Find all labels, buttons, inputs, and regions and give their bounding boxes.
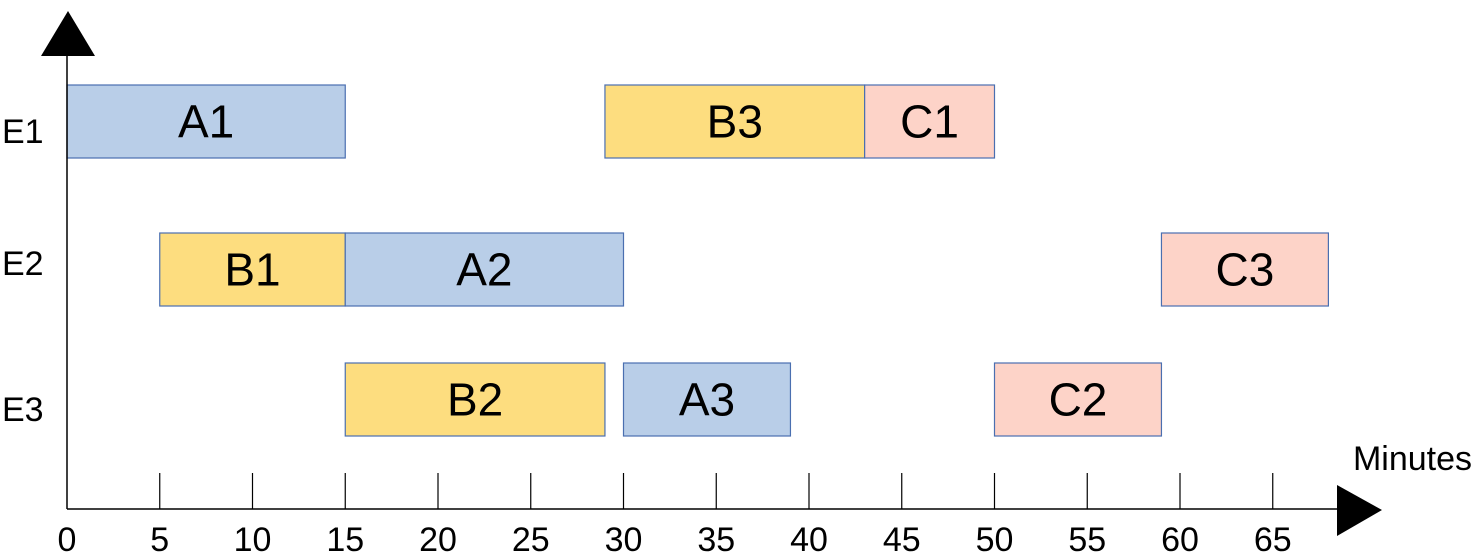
task-bars: A1 B3 C1 B1 A2 C3 B2 A3 C2: [66, 84, 1329, 437]
x-ticks: 0 5 10 15 20 25 30 35 40 45 50 55 60 65: [58, 473, 1292, 557]
row-labels: E1 E2 E3: [2, 113, 44, 429]
x-axis-title: Minutes: [1353, 440, 1472, 478]
task-bar-c2: [993, 362, 1163, 437]
y-axis-arrow-icon: [41, 11, 95, 56]
x-tick-label: 30: [605, 521, 643, 557]
task-label-b1: B1: [224, 244, 280, 296]
x-tick-label: 10: [234, 521, 272, 557]
task-label-a3: A3: [679, 374, 735, 426]
task-label-b3: B3: [707, 96, 763, 148]
task-bar-b1: [159, 232, 346, 307]
task-bar-a3: [622, 362, 792, 437]
x-tick-label: 20: [419, 521, 457, 557]
task-label-c3: C3: [1216, 244, 1275, 296]
x-tick-label: 60: [1161, 521, 1199, 557]
x-tick-label: 15: [326, 521, 364, 557]
task-label-a2: A2: [456, 244, 512, 296]
row-label-e1: E1: [2, 113, 44, 151]
x-axis-arrow-icon: [1337, 485, 1382, 536]
task-label-a1: A1: [178, 96, 234, 148]
row-label-e3: E3: [2, 391, 44, 429]
x-tick-label: 45: [883, 521, 921, 557]
task-bar-a1: [66, 84, 346, 159]
x-tick-label: 25: [512, 521, 550, 557]
x-tick-label: 55: [1068, 521, 1106, 557]
x-tick-label: 5: [150, 521, 169, 557]
x-tick-label: 65: [1254, 521, 1292, 557]
x-tick-label: 50: [976, 521, 1014, 557]
x-tick-label: 35: [697, 521, 735, 557]
task-bar-c3: [1160, 232, 1329, 307]
row-label-e2: E2: [2, 245, 44, 283]
task-label-c2: C2: [1049, 374, 1108, 426]
x-tick-label: 40: [790, 521, 828, 557]
task-bar-c1: [864, 84, 996, 159]
task-bar-b2: [344, 362, 606, 437]
task-bar-a2: [344, 232, 625, 307]
task-bar-b3: [604, 84, 866, 159]
task-label-c1: C1: [900, 96, 959, 148]
x-tick-label: 0: [58, 521, 77, 557]
axes: [41, 11, 1382, 536]
task-label-b2: B2: [447, 374, 503, 426]
